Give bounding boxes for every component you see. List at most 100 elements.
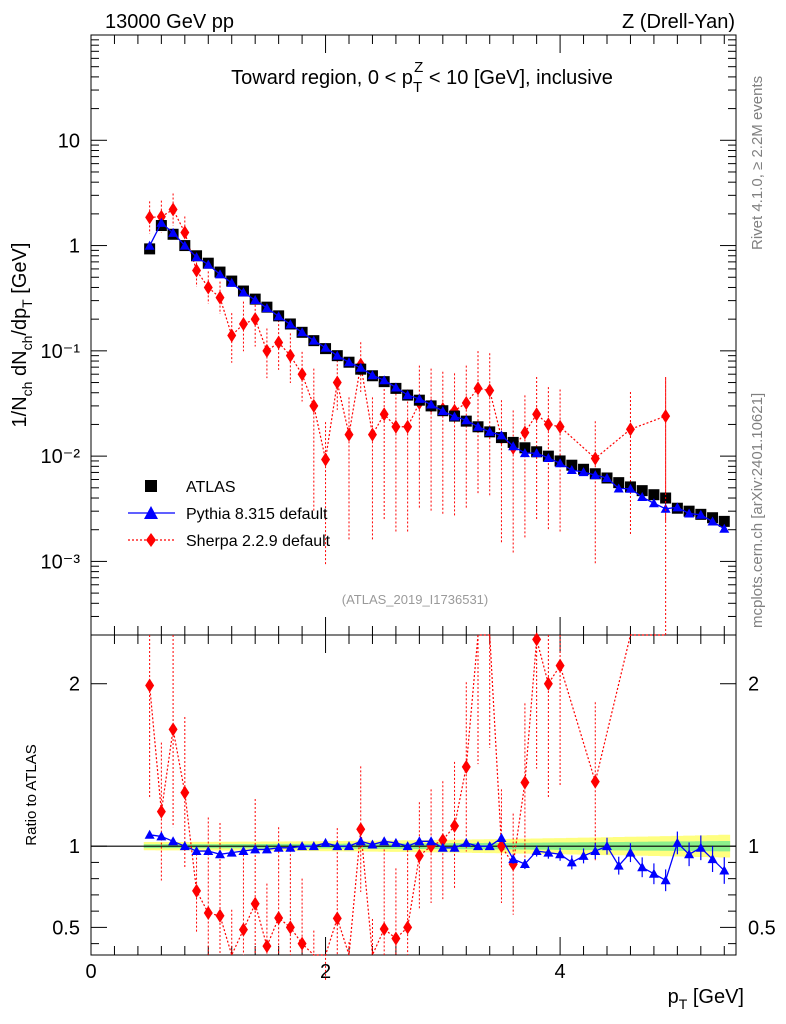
- sherpa-ratio-point: [180, 785, 190, 800]
- sherpa-point: [344, 427, 354, 442]
- pythia-point: [414, 393, 425, 403]
- sherpa-point: [145, 210, 155, 225]
- sherpa-point: [473, 381, 483, 396]
- pythia-ratio-point: [179, 841, 190, 851]
- y-tick-label: 10: [58, 130, 80, 152]
- x-tick-label: 0: [85, 961, 96, 983]
- pythia-ratio-point: [531, 846, 542, 856]
- legend-marker-sherpa: [146, 533, 156, 547]
- header-left: 13000 GeV pp: [105, 11, 234, 33]
- pythia-ratio-point: [543, 847, 554, 857]
- pythia-point: [566, 465, 577, 475]
- pythia-ratio-point: [191, 846, 202, 856]
- sherpa-ratio-line: [149, 634, 666, 958]
- sherpa-ratio-point: [262, 939, 272, 954]
- sherpa-ratio-point: [250, 896, 260, 911]
- pythia-ratio-point: [625, 847, 636, 857]
- rivet-version-label: Rivet 4.1.0, ≥ 2.2M events: [749, 76, 766, 250]
- sherpa-ratio-point: [555, 658, 565, 673]
- sherpa-point: [227, 328, 237, 343]
- pythia-point: [215, 269, 225, 279]
- pythia-ratio-point: [590, 846, 601, 856]
- pythia-point: [250, 295, 261, 305]
- pythia-point: [543, 452, 554, 462]
- sherpa-ratio-point: [285, 920, 295, 935]
- sherpa-ratio-point: [520, 775, 530, 790]
- sherpa-point: [262, 343, 272, 358]
- pythia-point: [367, 370, 378, 380]
- analysis-tag: (ATLAS_2019_I1736531): [342, 592, 488, 607]
- sherpa-ratio-point: [156, 804, 166, 819]
- sherpa-ratio-point: [414, 848, 424, 863]
- sherpa-point: [661, 409, 671, 424]
- pythia-ratio-point: [484, 841, 495, 851]
- pythia-line: [149, 221, 725, 530]
- pythia-point: [226, 277, 237, 287]
- sherpa-point: [367, 427, 377, 442]
- pythia-ratio-point: [602, 841, 612, 851]
- pythia-point: [707, 516, 718, 526]
- pythia-ratio-point: [168, 836, 179, 846]
- pythia-point: [519, 448, 530, 458]
- ratio-tick-label: 2: [69, 674, 80, 696]
- sherpa-ratio-point: [215, 908, 225, 923]
- pythia-point: [437, 406, 448, 416]
- sherpa-ratio-point: [543, 676, 553, 691]
- pythia-point: [625, 483, 636, 493]
- y-axis-label: 1/Nch dNch/dpT [GeV]: [9, 243, 35, 428]
- mcplots-label: mcplots.cern.ch [arXiv:2401.10621]: [749, 393, 766, 628]
- sherpa-point: [485, 383, 495, 398]
- pythia-ratio-point: [285, 842, 296, 852]
- pythia-ratio-point: [496, 833, 507, 843]
- sherpa-point: [203, 280, 213, 295]
- pythia-point: [308, 335, 319, 345]
- pythia-ratio-point: [672, 837, 683, 847]
- ratio-tick-label-right: 2: [748, 674, 759, 696]
- atlas-point: [636, 485, 648, 497]
- sherpa-ratio-point: [356, 822, 366, 837]
- sherpa-point: [180, 225, 190, 240]
- pythia-ratio-point: [578, 850, 589, 860]
- sherpa-point: [403, 419, 413, 434]
- pythia-point: [719, 523, 730, 533]
- pythia-point: [613, 483, 624, 493]
- pythia-point: [602, 472, 612, 482]
- main-axis-ticks: 10⁻³ 10⁻² 10⁻¹ 1 10: [41, 34, 736, 636]
- sherpa-point: [168, 202, 178, 217]
- pythia-ratio-point: [555, 849, 566, 859]
- pythia-ratio-point: [414, 836, 425, 846]
- chart-title: Toward region, 0 < pTZ < 10 [GeV], inclu…: [231, 59, 613, 96]
- pythia-point: [273, 311, 284, 321]
- sherpa-ratio-point: [403, 920, 413, 935]
- ratio-data-layer: [91, 375, 736, 980]
- pythia-point: [695, 509, 706, 519]
- y-tick-label: 10⁻³: [41, 551, 81, 573]
- pythia-ratio-point: [684, 849, 695, 859]
- sherpa-point: [215, 290, 225, 305]
- ratio-panel-frame: [90, 634, 737, 956]
- pythia-ratio-point: [719, 865, 730, 875]
- pythia-point: [238, 287, 249, 297]
- sherpa-ratio-point: [297, 936, 307, 951]
- pythia-point: [297, 327, 308, 337]
- pythia-ratio-point: [648, 868, 659, 878]
- sherpa-ratio-point: [438, 833, 448, 848]
- pythia-ratio-point: [519, 859, 530, 869]
- pythia-point: [144, 240, 155, 250]
- sherpa-point: [379, 407, 389, 422]
- pythia-point: [461, 415, 472, 425]
- ratio-axis-ticks: 0 2 4 0.5 0.5 1 1 2 2: [52, 635, 776, 983]
- header-right: Z (Drell-Yan): [622, 11, 735, 33]
- ratio-tick-label: 0.5: [52, 917, 80, 939]
- x-tick-label: 2: [320, 961, 331, 983]
- pythia-ratio-point: [508, 854, 519, 864]
- pythia-ratio-point: [566, 857, 577, 867]
- pythia-ratio-point: [707, 854, 718, 864]
- pythia-ratio-point: [320, 837, 331, 847]
- ratio-panel: 0 2 4 0.5 0.5 1 1 2 2: [52, 375, 776, 983]
- pythia-ratio-point: [261, 844, 272, 854]
- pythia-ratio-point: [473, 841, 483, 851]
- sherpa-ratio-point: [332, 911, 342, 926]
- pythia-point: [484, 426, 495, 436]
